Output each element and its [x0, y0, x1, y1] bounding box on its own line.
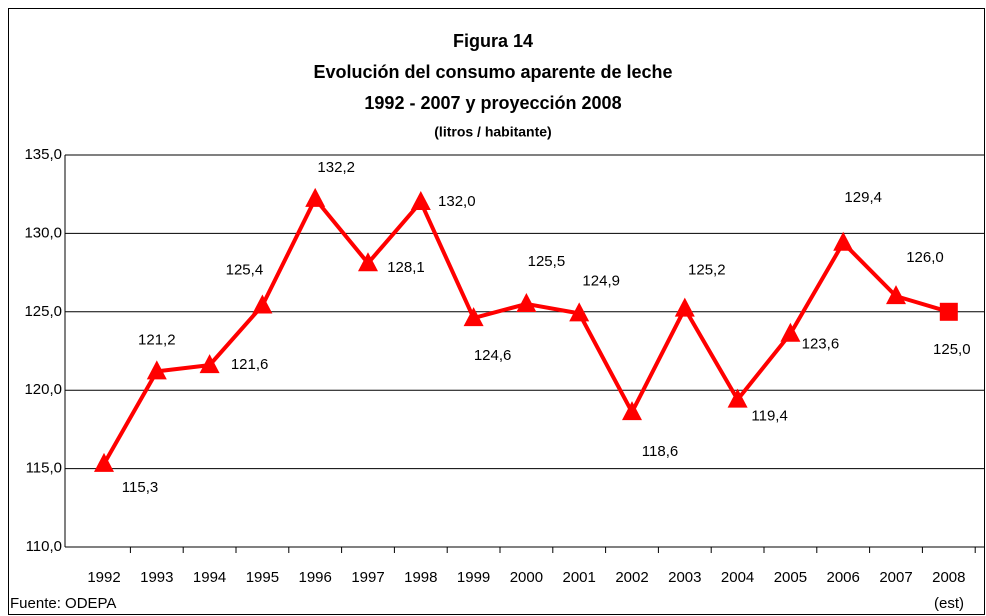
data-label: 128,1 [387, 259, 425, 276]
marker [727, 388, 748, 408]
data-label: 126,0 [906, 249, 944, 266]
x-tick-label: 2008 [932, 569, 965, 586]
chart-subtitle: Evolución del consumo aparente de leche [313, 62, 672, 82]
annotation: (est) [934, 595, 964, 612]
x-tick-label: 2004 [721, 569, 754, 586]
unit-label: (litros / habitante) [434, 124, 551, 140]
data-label: 119,4 [751, 408, 787, 425]
source: Fuente: ODEPA [10, 595, 116, 612]
x-tick-label: 2003 [668, 569, 701, 586]
data-label: 129,4 [844, 189, 882, 206]
marker [886, 285, 906, 305]
data-label: 125,4 [226, 261, 264, 278]
x-tick-label: 2001 [563, 569, 596, 586]
marker [358, 252, 378, 272]
x-tick-label: 1999 [457, 569, 490, 586]
y-tick-label: 125,0 [24, 303, 62, 320]
x-tick-label: 1993 [140, 569, 173, 586]
x-tick-label: 1997 [351, 569, 384, 586]
marker [516, 292, 537, 312]
chart-subtitle: 1992 - 2007 y proyección 2008 [364, 93, 621, 113]
x-tick-label: 1998 [404, 569, 437, 586]
data-label: 121,6 [231, 356, 269, 373]
marker [780, 322, 801, 342]
data-label: 132,2 [317, 159, 355, 176]
marker [674, 297, 695, 317]
marker [569, 302, 590, 322]
data-label: 125,2 [688, 262, 726, 279]
data-label: 125,0 [933, 341, 971, 358]
x-tick-label: 1992 [87, 569, 120, 586]
marker [305, 187, 326, 207]
data-label: 121,2 [138, 331, 176, 348]
y-tick-label: 135,0 [24, 146, 62, 163]
y-tick-label: 130,0 [24, 224, 62, 241]
y-tick-label: 115,0 [26, 460, 62, 477]
data-label: 124,6 [474, 347, 512, 364]
data-label: 124,9 [582, 272, 620, 289]
data-label: 125,5 [528, 253, 566, 270]
x-tick-label: 2006 [827, 569, 860, 586]
marker [410, 191, 431, 211]
marker [252, 294, 273, 314]
marker [146, 360, 167, 380]
marker [622, 401, 642, 421]
data-label: 132,0 [438, 193, 476, 210]
marker [463, 307, 484, 327]
marker [833, 231, 854, 251]
x-tick-label: 2002 [615, 569, 648, 586]
x-tick-label: 2000 [510, 569, 543, 586]
data-label: 123,6 [802, 336, 840, 353]
marker [939, 302, 958, 321]
chart-title: Figura 14 [453, 31, 533, 51]
y-tick-label: 120,0 [24, 381, 62, 398]
y-tick-label: 110,0 [26, 538, 62, 555]
x-tick-label: 1996 [299, 569, 332, 586]
x-tick-label: 2005 [774, 569, 807, 586]
x-tick-label: 2007 [879, 569, 912, 586]
x-tick-label: 1994 [193, 569, 226, 586]
data-label: 115,3 [122, 479, 158, 496]
data-label: 118,6 [642, 443, 678, 460]
x-tick-label: 1995 [246, 569, 279, 586]
marker [199, 354, 220, 374]
marker [94, 452, 114, 472]
